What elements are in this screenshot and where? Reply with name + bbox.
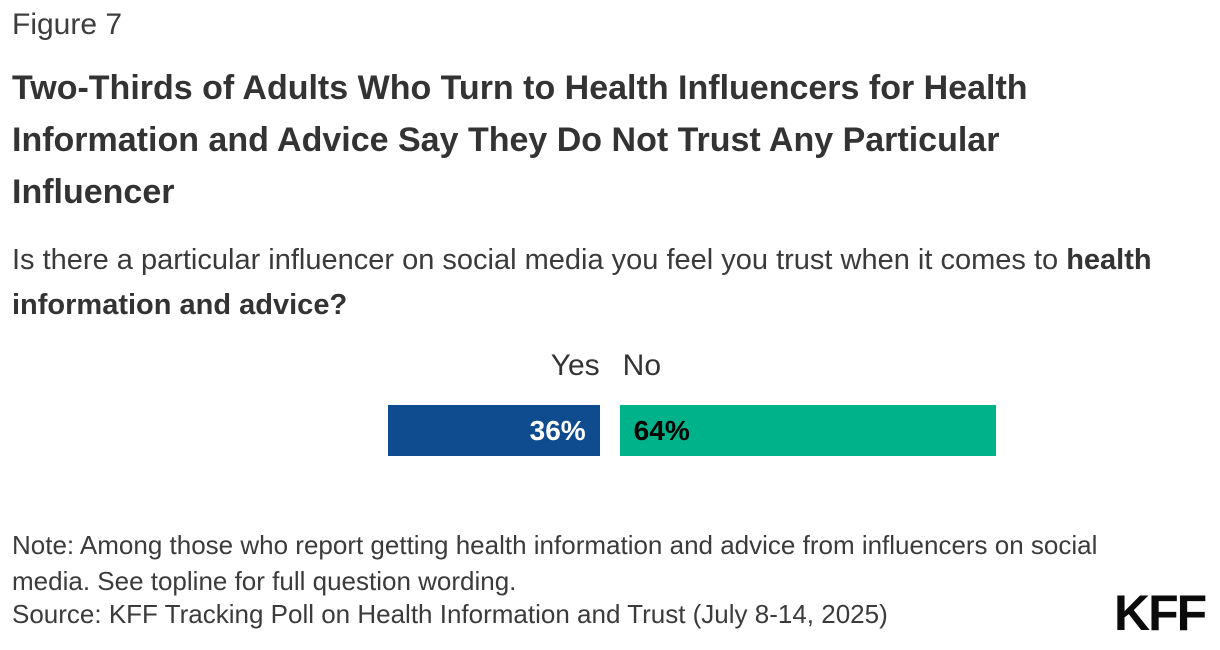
figure-title: Two-Thirds of Adults Who Turn to Health …: [12, 69, 1028, 211]
category-label-no: No: [622, 349, 662, 382]
bar-yes-value-label: 36%: [529, 415, 586, 446]
bar-no-value-label: 64%: [633, 415, 690, 446]
bar-yes: 36%: [388, 405, 600, 456]
figure-subtitle: Is there a particular influencer on soci…: [12, 238, 1197, 328]
subtitle-normal-text: Is there a particular influencer on soci…: [12, 244, 1067, 276]
figure-source: Source: KFF Tracking Poll on Health Info…: [12, 599, 888, 629]
figure-note: Note: Among those who report getting hea…: [12, 530, 1098, 596]
kff-logo: KFF: [1114, 585, 1207, 641]
figure-label: Figure 7: [12, 8, 123, 41]
bar-no: 64%: [619, 405, 996, 456]
subtitle-bold-text: health information and advice?: [12, 244, 1152, 321]
category-label-yes: Yes: [550, 349, 600, 382]
